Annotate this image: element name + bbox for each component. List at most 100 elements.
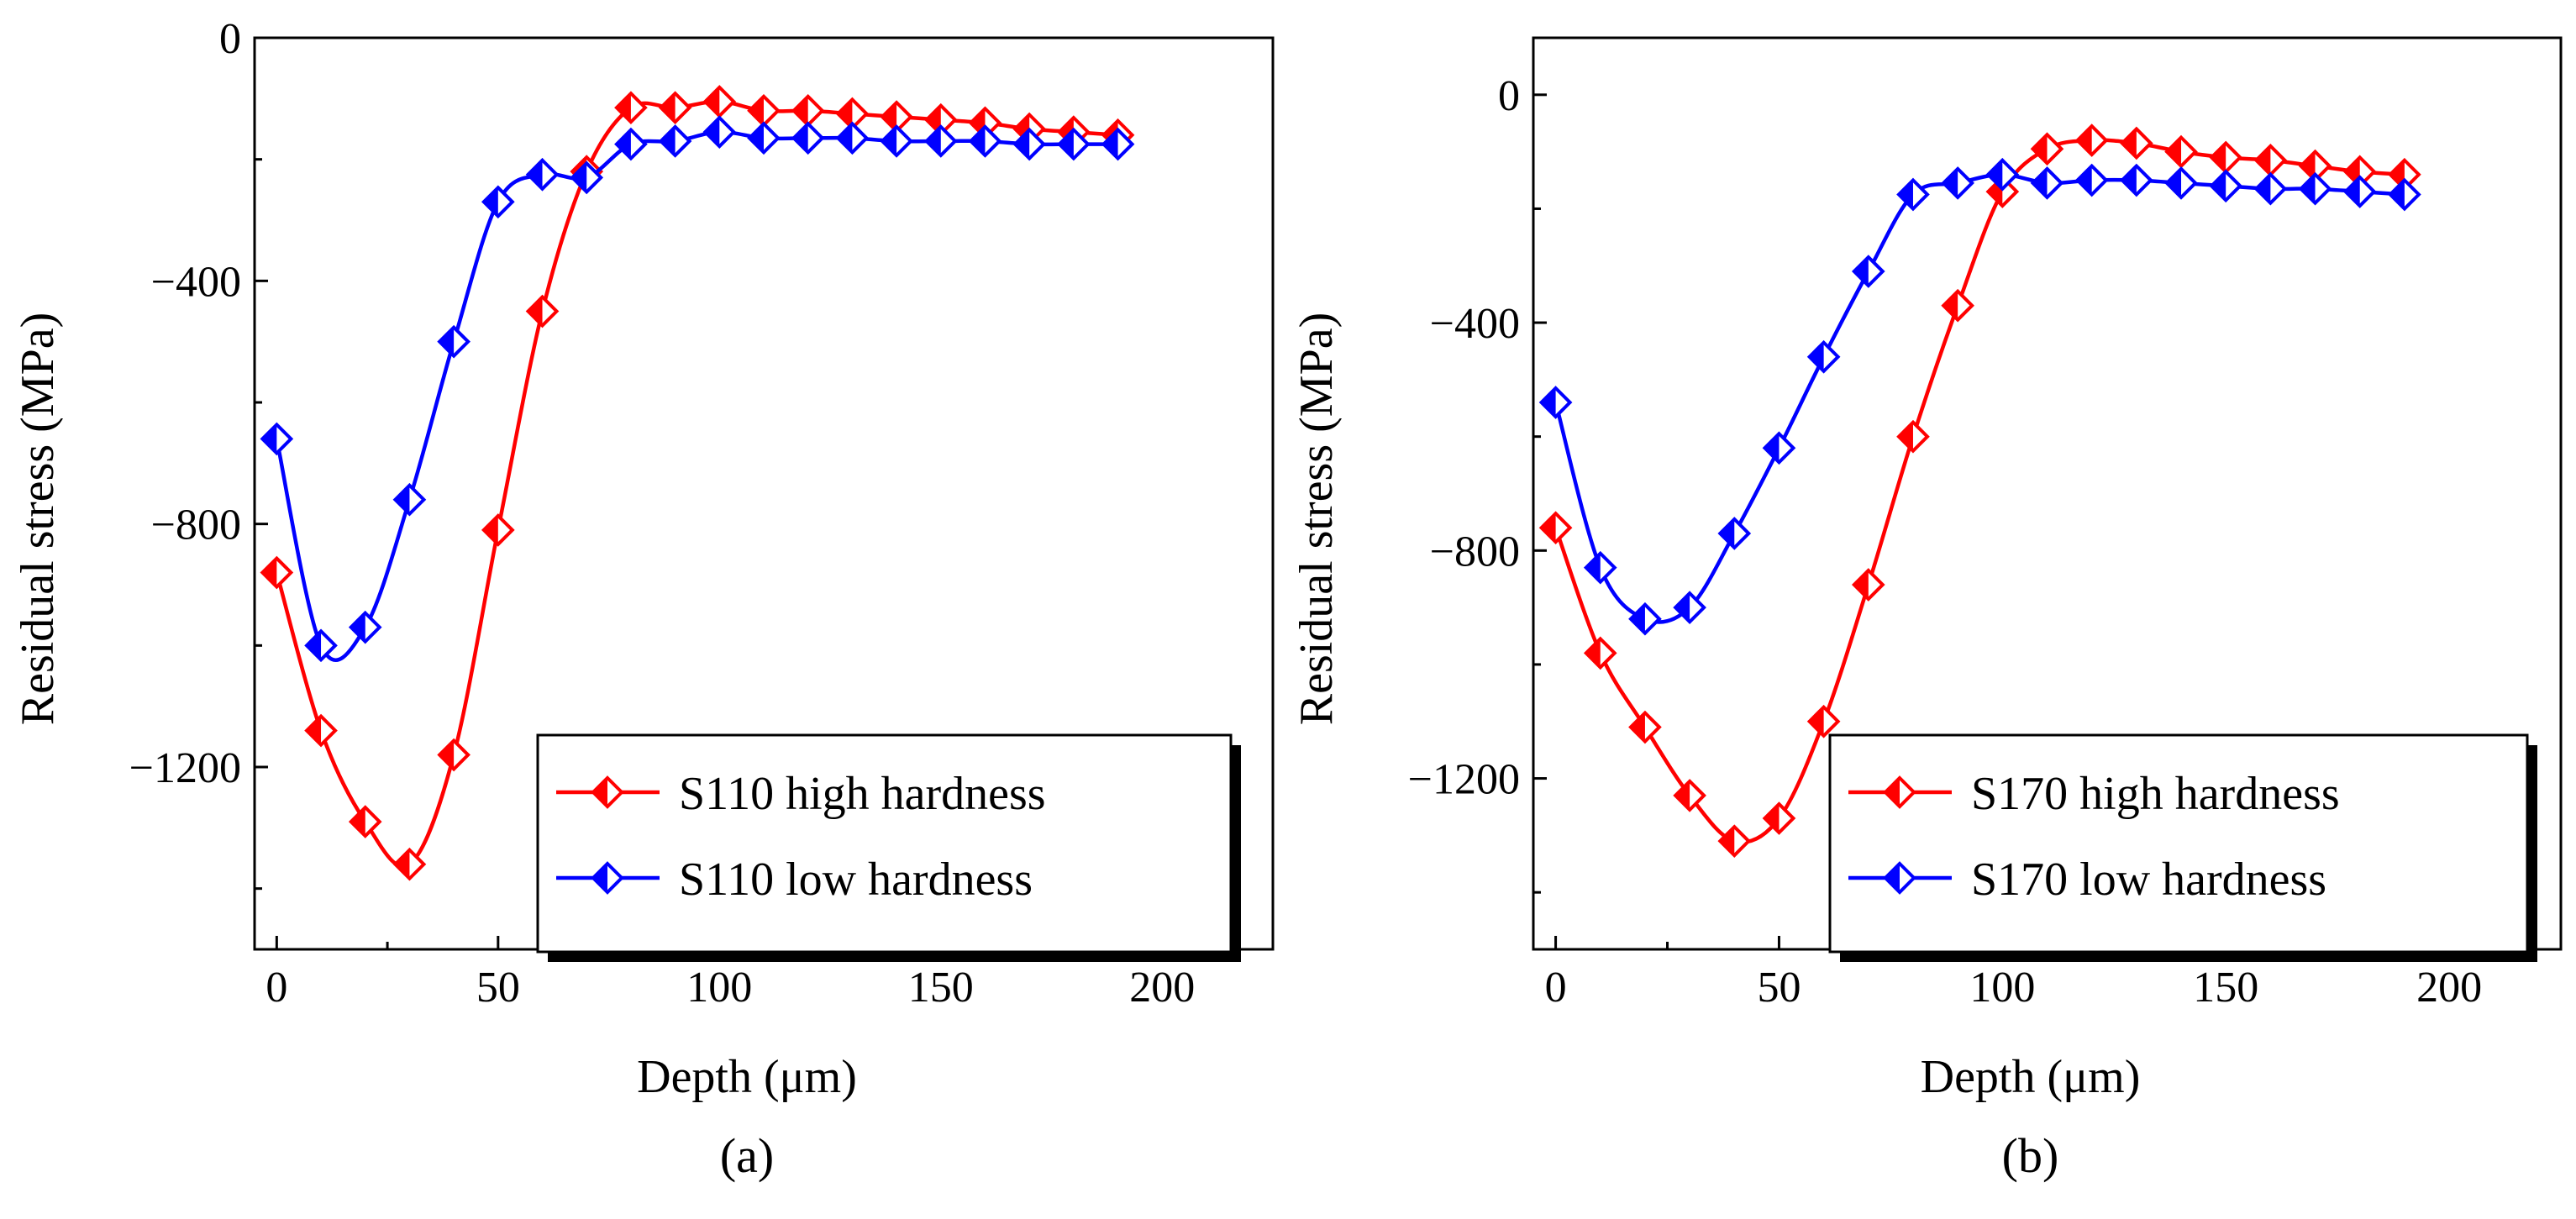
- data-point-s1-14: [2164, 134, 2198, 169]
- data-point-s1-4-fill: [1720, 827, 1735, 856]
- data-point-s2-1-fill: [1585, 553, 1601, 582]
- data-point-s2-6-fill: [1809, 342, 1824, 371]
- data-point-s2-6-fill: [528, 160, 543, 189]
- data-point-s2-0: [1538, 386, 1573, 419]
- data-point-s2-19: [2388, 177, 2421, 212]
- data-point-s2-13-fill: [2121, 166, 2137, 195]
- legend-marker-1: [1883, 775, 1916, 809]
- panel-caption: (b): [2002, 1128, 2059, 1183]
- data-point-s2-16: [968, 124, 1002, 158]
- data-point-s1-5-fill: [1764, 804, 1780, 833]
- data-point-s2-18: [1057, 127, 1091, 161]
- data-point-s1-5: [481, 513, 515, 547]
- x-axis-title: Depth (μm): [1921, 1051, 2141, 1103]
- data-point-s2-1: [304, 628, 338, 663]
- data-point-s2-10: [1985, 157, 2020, 192]
- data-point-s2-9: [658, 124, 692, 158]
- legend-box: [536, 733, 1233, 954]
- data-point-s2-3: [1673, 591, 1706, 624]
- data-point-s2-2-fill: [350, 612, 365, 642]
- data-point-s2-17: [2298, 171, 2332, 206]
- data-point-s1-15-fill: [926, 105, 941, 134]
- data-point-s2-13-fill: [838, 123, 853, 153]
- data-point-s1-10-fill: [705, 87, 720, 116]
- data-point-s1-7: [1851, 568, 1885, 602]
- data-point-s2-10-fill: [705, 118, 720, 147]
- data-point-s1-5-fill: [483, 515, 498, 544]
- chart-panel-1: 0 50 100 150 200 0 −400 −800 −1200 Depth (μm) Resi…: [12, 15, 1275, 1183]
- data-point-s2-18-fill: [1059, 129, 1074, 159]
- data-point-s2-5-fill: [1764, 433, 1780, 463]
- data-point-s1-12: [791, 93, 825, 128]
- legend-marker-2-fill: [593, 864, 607, 892]
- data-point-s2-19: [1101, 127, 1135, 161]
- legend-marker-2-fill: [1885, 864, 1900, 892]
- y-axis-title: Residual stress (MPa): [12, 313, 64, 726]
- data-point-s2-19-fill: [1103, 129, 1118, 159]
- y-tick-label: −1200: [1408, 756, 1520, 804]
- legend-marker-1-fill: [1885, 778, 1900, 807]
- data-point-s1-9-fill: [660, 93, 676, 123]
- data-point-s1-1-fill: [307, 716, 322, 745]
- data-point-s1-1: [304, 713, 338, 748]
- legend-marker-2: [591, 861, 624, 895]
- data-point-s2-14-fill: [2167, 168, 2182, 197]
- data-point-s1-3-fill: [1675, 780, 1690, 810]
- data-point-s1-8: [614, 91, 648, 125]
- series-line-2: [275, 129, 1118, 662]
- x-tick-label: 150: [908, 964, 974, 1011]
- data-point-s2-7-fill: [1853, 257, 1869, 286]
- y-tick-label: −400: [1430, 300, 1520, 348]
- y-tick-label: 0: [219, 15, 241, 63]
- data-point-s2-3-fill: [395, 485, 410, 514]
- data-point-s2-11: [747, 121, 781, 155]
- data-point-s2-12: [791, 121, 825, 155]
- data-point-s1-0-fill: [1541, 513, 1556, 543]
- data-point-s1-16: [2253, 143, 2288, 177]
- data-point-s1-9: [658, 91, 692, 125]
- data-point-s1-13-fill: [838, 99, 853, 129]
- panel-caption: (a): [720, 1128, 774, 1183]
- legend-label-1: S170 high hardness: [1971, 768, 2340, 820]
- data-point-s2-4-fill: [1720, 518, 1735, 548]
- data-point-s1-11-fill: [2032, 134, 2048, 164]
- data-point-s1-13-fill: [2121, 129, 2137, 158]
- data-point-s1-14-fill: [882, 102, 897, 132]
- data-point-s1-2-fill: [350, 807, 365, 837]
- data-point-s2-15: [923, 124, 958, 158]
- y-tick-label: −800: [151, 502, 241, 549]
- data-point-s1-9-fill: [1943, 291, 1958, 320]
- x-tick-label: 0: [1545, 964, 1567, 1011]
- data-point-s1-17-fill: [2300, 151, 2316, 181]
- data-point-s2-1: [1583, 550, 1617, 585]
- data-point-s1-11-fill: [749, 96, 764, 125]
- data-point-s1-12-fill: [793, 96, 808, 125]
- x-axis-title: Depth (μm): [637, 1051, 857, 1103]
- data-point-s2-8-fill: [616, 129, 631, 159]
- data-point-s1-1: [1583, 636, 1617, 670]
- series-line-2: [1553, 172, 2405, 624]
- data-point-s2-18: [2342, 175, 2377, 208]
- data-point-s2-1-fill: [307, 631, 322, 660]
- data-point-s2-7: [570, 160, 604, 195]
- legend: S170 high hardness S170 low hardness: [1828, 733, 2537, 962]
- legend-label-1: S110 high hardness: [679, 768, 1046, 820]
- data-point-s2-4-fill: [439, 327, 455, 356]
- data-point-s1-0: [1538, 511, 1573, 545]
- data-point-s1-8-fill: [1898, 422, 1913, 451]
- data-point-s1-11: [747, 93, 781, 128]
- data-point-s2-16: [2253, 171, 2288, 206]
- data-point-s1-13: [2120, 126, 2153, 160]
- data-point-s1-0-fill: [262, 558, 277, 587]
- y-tick-label: 0: [1498, 72, 1520, 120]
- x-tick-label: 200: [1129, 964, 1195, 1011]
- data-point-s1-2-fill: [1630, 712, 1645, 742]
- legend-marker-1-fill: [593, 778, 607, 807]
- data-point-s1-15-fill: [2211, 143, 2226, 172]
- data-point-s2-5: [1762, 431, 1796, 465]
- data-point-s2-14: [2164, 166, 2198, 200]
- data-point-s2-6: [1806, 339, 1841, 374]
- data-point-s2-0-fill: [1541, 388, 1556, 417]
- x-tick-label: 150: [2193, 964, 2258, 1011]
- data-point-s2-2: [348, 610, 382, 644]
